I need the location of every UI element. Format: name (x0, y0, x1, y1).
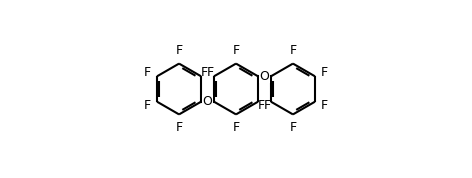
Text: F: F (289, 121, 296, 134)
Text: F: F (320, 99, 328, 112)
Text: F: F (201, 66, 208, 79)
Text: F: F (258, 99, 265, 112)
Text: F: F (144, 66, 152, 79)
Text: F: F (176, 44, 183, 57)
Text: F: F (144, 99, 152, 112)
Text: O: O (202, 95, 212, 108)
Text: F: F (320, 66, 328, 79)
Text: F: F (207, 66, 214, 79)
Text: F: F (264, 99, 271, 112)
Text: F: F (232, 121, 240, 134)
Text: F: F (176, 121, 183, 134)
Text: F: F (289, 44, 296, 57)
Text: O: O (260, 70, 270, 83)
Text: F: F (232, 44, 240, 57)
